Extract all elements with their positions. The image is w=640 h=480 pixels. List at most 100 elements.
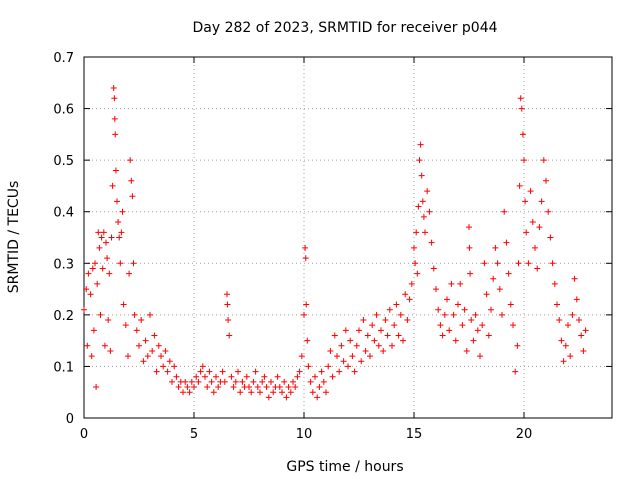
data-point [140, 358, 147, 365]
data-point [98, 234, 105, 241]
data-point [378, 327, 384, 334]
data-point [290, 378, 296, 385]
data-point [303, 301, 310, 308]
data-point [279, 389, 285, 396]
data-point [358, 358, 365, 365]
data-point [87, 291, 94, 298]
y-tick-label: 0.4 [53, 206, 74, 221]
data-point [175, 384, 182, 391]
data-point [237, 389, 244, 396]
data-point [206, 368, 213, 375]
data-point [204, 384, 211, 391]
data-point [353, 342, 360, 349]
data-point [202, 373, 208, 380]
data-point [331, 332, 338, 339]
data-point [261, 373, 268, 380]
data-point [529, 219, 536, 226]
data-point [413, 229, 420, 236]
data-point [274, 373, 281, 380]
data-point [494, 260, 501, 267]
data-point [382, 317, 389, 324]
data-point [316, 384, 323, 391]
data-point [329, 373, 336, 380]
data-point [518, 105, 525, 112]
data-point [404, 317, 411, 324]
data-point [162, 347, 169, 354]
data-point [424, 188, 431, 195]
data-point [84, 342, 91, 349]
data-point [364, 332, 371, 339]
data-point [556, 317, 563, 324]
data-point [345, 363, 351, 370]
y-tick-label: 0.5 [53, 154, 74, 169]
data-point [362, 347, 369, 354]
data-point [103, 239, 109, 246]
data-point [505, 270, 512, 277]
data-point [208, 378, 215, 385]
data-point [221, 378, 228, 385]
data-point [578, 332, 585, 339]
data-point [287, 389, 294, 396]
data-point [110, 84, 117, 91]
data-point [232, 378, 239, 385]
data-point [389, 342, 395, 349]
data-point [228, 373, 235, 380]
data-point [199, 363, 206, 370]
data-point [120, 301, 127, 308]
data-point [252, 368, 259, 375]
data-point [173, 373, 180, 380]
data-point [119, 208, 126, 215]
data-point [268, 378, 274, 385]
data-point [239, 378, 246, 385]
data-point [536, 224, 543, 231]
data-point [144, 353, 151, 360]
data-point [92, 260, 98, 267]
data-point [468, 317, 475, 324]
data-point [406, 296, 413, 303]
data-point [540, 157, 547, 164]
data-point [327, 347, 334, 354]
data-point [420, 213, 427, 220]
data-point [411, 244, 417, 251]
data-point [582, 327, 589, 334]
data-point [545, 208, 552, 215]
data-point [441, 311, 448, 318]
data-point [305, 363, 312, 370]
data-point [219, 368, 226, 375]
data-point [106, 270, 113, 277]
data-point [356, 327, 362, 334]
data-point [318, 368, 325, 375]
data-point [224, 291, 230, 298]
data-point [122, 322, 129, 329]
data-point [567, 353, 574, 360]
data-point [151, 332, 158, 339]
data-point [397, 311, 404, 318]
data-point [496, 286, 503, 293]
data-point [446, 327, 453, 334]
data-point [459, 322, 466, 329]
data-point [342, 327, 349, 334]
data-point [166, 358, 173, 365]
data-point [514, 342, 521, 349]
data-point [149, 347, 156, 354]
data-point [477, 353, 483, 360]
data-point [312, 373, 318, 380]
data-point [501, 208, 508, 215]
data-point [81, 306, 87, 313]
data-point [492, 244, 499, 251]
data-point [419, 198, 426, 205]
data-point [171, 363, 178, 370]
y-tick-label: 0.2 [53, 309, 74, 324]
data-point [515, 260, 522, 267]
data-point [393, 301, 400, 308]
data-point [435, 306, 442, 313]
data-point [349, 353, 356, 360]
data-point [543, 177, 549, 184]
y-tick-label: 0.3 [53, 257, 74, 272]
data-point [576, 317, 582, 324]
data-point [323, 389, 329, 396]
data-point [105, 317, 112, 324]
data-point [463, 347, 470, 354]
data-point [88, 353, 95, 360]
